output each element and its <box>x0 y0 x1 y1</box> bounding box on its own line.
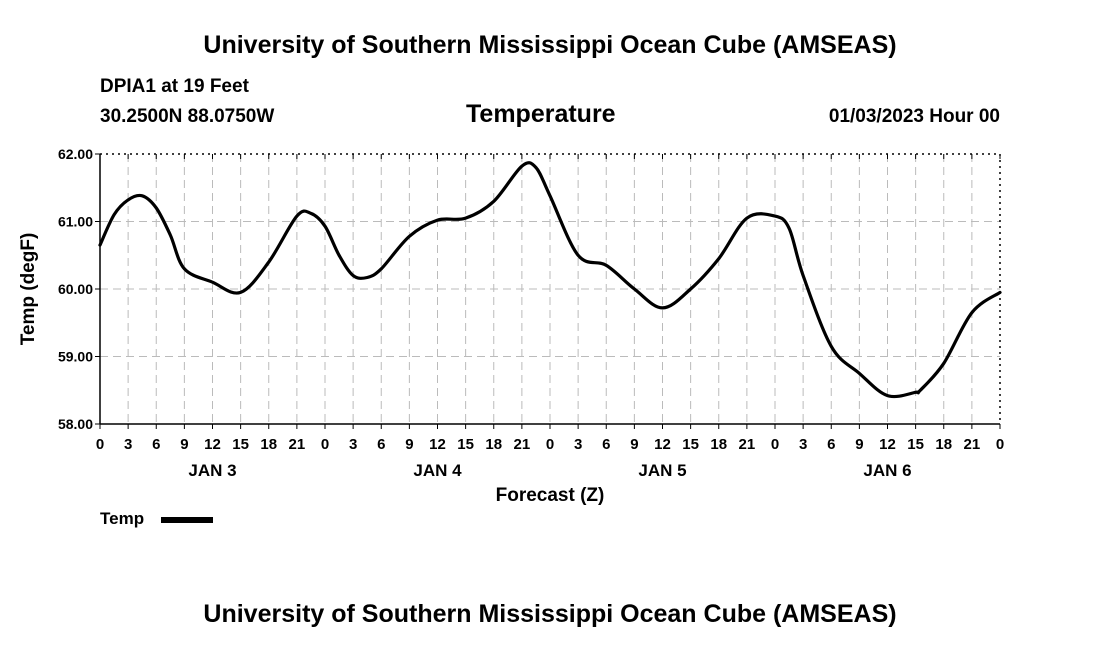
x-tick-label: 12 <box>654 436 671 453</box>
x-tick-label: 18 <box>710 436 727 453</box>
x-tick-label: 15 <box>232 436 249 453</box>
x-tick-label: 18 <box>485 436 502 453</box>
day-label: JAN 6 <box>863 461 911 480</box>
x-tick-label: 9 <box>630 436 638 453</box>
station-coordinates: 30.2500N 88.0750W <box>100 106 275 127</box>
forecast-datetime: 01/03/2023 Hour 00 <box>828 106 1000 127</box>
x-tick-label: 18 <box>260 436 277 453</box>
x-tick-label: 21 <box>739 436 756 453</box>
x-tick-label: 3 <box>799 436 807 453</box>
x-tick-label: 0 <box>546 436 554 453</box>
y-tick-label: 60.00 <box>58 281 93 297</box>
y-tick-label: 62.00 <box>58 146 93 162</box>
chart-title: Temperature <box>466 100 616 128</box>
y-tick-label: 59.00 <box>58 349 93 365</box>
x-tick-label: 9 <box>405 436 413 453</box>
x-tick-label: 6 <box>602 436 610 453</box>
x-tick-label: 12 <box>429 436 446 453</box>
x-tick-label: 15 <box>907 436 924 453</box>
x-tick-label: 15 <box>457 436 474 453</box>
y-tick-label: 58.00 <box>58 416 93 432</box>
x-tick-label: 21 <box>514 436 531 453</box>
station-label: DPIA1 at 19 Feet <box>100 76 249 97</box>
x-tick-label: 12 <box>204 436 221 453</box>
day-label: JAN 5 <box>638 461 686 480</box>
main-title: University of Southern Mississippi Ocean… <box>203 31 897 59</box>
day-label: JAN 4 <box>413 461 462 480</box>
legend-swatch <box>161 517 213 523</box>
x-tick-label: 0 <box>321 436 329 453</box>
x-tick-label: 0 <box>771 436 779 453</box>
x-tick-label: 0 <box>996 436 1004 453</box>
x-tick-label: 6 <box>377 436 385 453</box>
x-axis-title: Forecast (Z) <box>496 485 605 506</box>
legend-label: Temp <box>100 509 145 528</box>
x-tick-label: 3 <box>124 436 132 453</box>
x-tick-label: 21 <box>964 436 981 453</box>
x-tick-label: 9 <box>855 436 863 453</box>
footer-title: University of Southern Mississippi Ocean… <box>203 600 897 628</box>
x-tick-label: 15 <box>682 436 699 453</box>
x-tick-label: 6 <box>152 436 160 453</box>
y-tick-label: 61.00 <box>58 214 93 230</box>
x-tick-label: 0 <box>96 436 104 453</box>
x-tick-label: 3 <box>574 436 582 453</box>
day-label: JAN 3 <box>188 461 236 480</box>
x-tick-label: 12 <box>879 436 896 453</box>
x-tick-label: 9 <box>180 436 188 453</box>
x-tick-label: 6 <box>827 436 835 453</box>
temp-series-line <box>98 161 1002 399</box>
y-axis-title: Temp (degF) <box>18 233 39 346</box>
x-tick-label: 21 <box>289 436 306 453</box>
x-tick-label: 18 <box>935 436 952 453</box>
x-tick-label: 3 <box>349 436 357 453</box>
